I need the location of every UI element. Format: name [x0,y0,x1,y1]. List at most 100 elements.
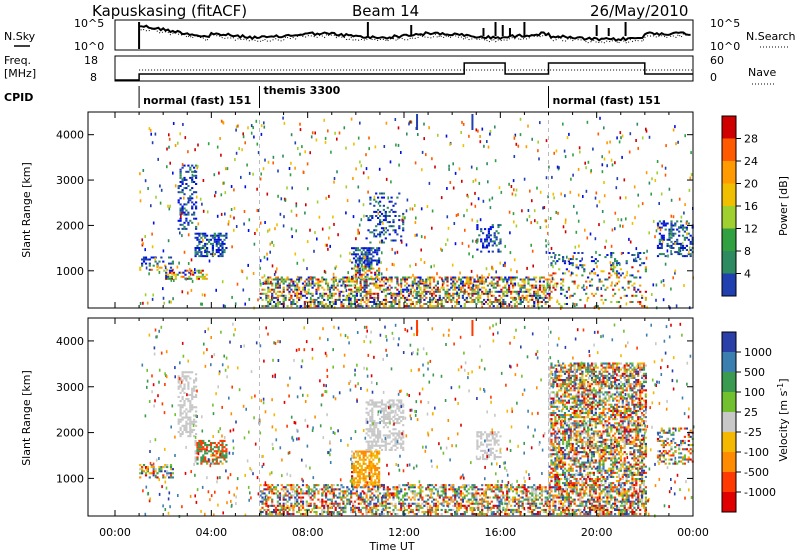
range-gate-cell [444,508,447,511]
range-gate-cell [519,287,521,291]
range-gate-cell [291,186,293,190]
range-gate-cell [560,286,563,289]
range-gate-cell [334,506,337,509]
range-gate-cell [546,280,549,283]
range-gate-cell [371,434,374,437]
range-gate-cell [486,502,489,505]
range-gate-cell [380,303,384,305]
range-gate-cell [452,276,455,279]
range-gate-cell [358,454,361,457]
range-gate-cell [326,298,330,301]
range-gate-cell [506,290,509,293]
range-gate-cell [354,477,358,480]
range-gate-cell [152,472,155,475]
range-gate-cell [225,460,228,463]
range-gate-cell [211,242,214,245]
range-gate-cell [386,511,389,514]
range-gate-cell [425,502,428,505]
range-gate-cell [348,488,351,491]
range-gate-cell [404,508,407,511]
range-gate-cell [225,232,228,235]
range-gate-cell [311,494,314,497]
range-gate-cell [193,381,196,384]
range-gate-cell [354,269,358,272]
range-gate-cell [154,257,156,261]
range-gate-cell [193,203,196,206]
range-gate-cell [366,261,369,264]
range-gate-cell [183,213,186,216]
range-gate-cell [571,264,574,267]
range-gate-cell [409,120,412,124]
range-gate-cell [158,468,161,471]
range-gate-cell [493,232,496,235]
range-gate-cell [595,191,598,195]
range-gate-cell [477,294,480,297]
range-gate-cell [533,284,536,287]
range-gate-cell [196,448,199,451]
range-gate-cell [529,502,532,505]
range-gate-cell [569,274,572,277]
range-gate-cell [219,244,222,247]
range-gate-cell [388,496,391,499]
range-gate-cell [355,288,358,291]
range-gate-cell [531,305,534,308]
range-gate-cell [600,294,603,297]
range-gate-cell [150,256,153,259]
range-gate-cell [448,167,450,171]
range-gate-cell [498,276,501,279]
range-gate-cell [150,472,153,475]
range-gate-cell [431,490,434,493]
range-gate-cell [158,466,161,469]
range-gate-cell [356,271,359,274]
range-gate-cell [471,114,474,130]
range-gate-cell [500,500,503,503]
range-gate-cell [204,448,207,451]
range-gate-cell [195,191,198,194]
range-gate-cell [319,284,322,287]
range-gate-cell [510,292,513,295]
range-gate-cell [273,305,276,308]
range-gate-cell [358,263,360,267]
range-gate-cell [194,251,197,254]
range-gate-cell [429,506,432,509]
range-gate-cell [296,488,299,491]
range-gate-cell [373,488,376,491]
range-gate-cell [484,278,488,281]
range-gate-cell [278,502,281,505]
range-gate-cell [633,276,636,279]
range-gate-cell [548,298,551,301]
range-gate-cell [183,371,186,374]
range-gate-cell [370,475,373,478]
range-gate-cell [177,191,180,194]
range-gate-cell [350,284,353,287]
range-gate-cell [538,488,542,491]
range-gate-cell [297,147,299,150]
range-gate-cell [359,160,361,164]
range-gate-cell [457,504,461,507]
range-gate-cell [390,225,393,228]
range-gate-cell [166,268,169,271]
range-gate-cell [431,511,434,514]
range-gate-cell [426,205,429,208]
range-gate-cell [436,305,439,308]
range-gate-cell [466,208,468,212]
range-gate-cell [598,280,601,283]
range-gate-cell [662,253,665,256]
range-gate-cell [446,500,449,503]
range-gate-cell [213,232,216,235]
range-gate-cell [300,276,303,279]
range-gate-cell [349,251,351,255]
range-gate-cell [388,494,391,497]
range-gate-cell [196,462,199,465]
range-gate-cell [533,502,536,505]
range-gate-cell [321,513,324,516]
range-gate-cell [196,446,199,449]
range-gate-cell [168,275,172,278]
range-gate-cell [298,278,301,281]
range-gate-cell [266,192,269,196]
range-gate-cell [545,250,548,254]
range-gate-cell [336,137,338,141]
range-gate-cell [325,282,328,285]
range-gate-cell [301,294,305,297]
